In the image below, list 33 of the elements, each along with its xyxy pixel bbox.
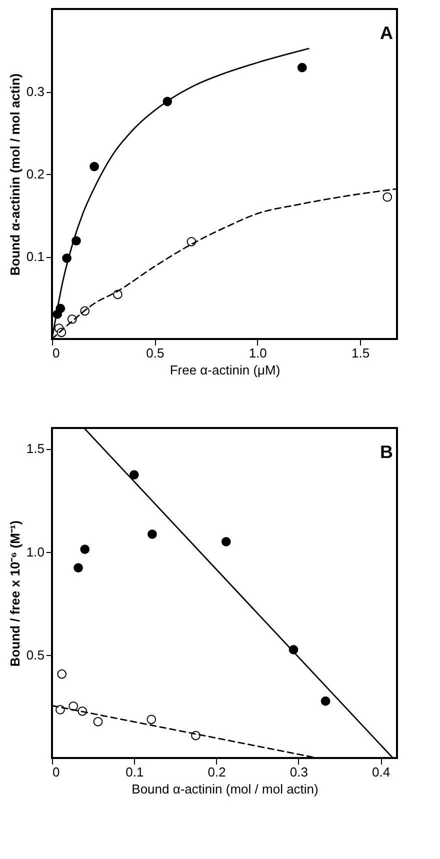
x-tick-label: 0.1 — [126, 764, 144, 780]
x-axis-title: Free α-actinin (μM) — [170, 362, 280, 378]
point — [74, 563, 83, 573]
y-tick-label: 1.5 — [26, 441, 44, 456]
point — [57, 669, 67, 679]
x-tick-label: 1.5 — [351, 346, 370, 360]
point — [146, 714, 156, 724]
point — [320, 696, 330, 706]
x-tick-label: 1.0 — [248, 346, 267, 360]
point — [80, 544, 90, 554]
point — [297, 62, 307, 72]
x-tick-label: 0 — [52, 346, 60, 360]
x-tick-label: 0.4 — [372, 764, 390, 780]
point — [90, 162, 99, 172]
point — [382, 192, 392, 202]
y-tick-label: 0.3 — [26, 84, 44, 99]
point — [93, 717, 103, 726]
y-axis-title: Bound / free x 10⁻⁶ (M⁻¹) — [7, 520, 22, 667]
x-tick-label: 0.3 — [290, 764, 308, 780]
point — [221, 536, 231, 546]
point — [148, 530, 157, 539]
point — [129, 470, 139, 480]
x-axis-title: Bound α-actinin (mol / mol actin) — [132, 782, 318, 796]
x-tick-label: 0.5 — [146, 346, 164, 360]
y-tick-label: 0.2 — [26, 166, 44, 182]
y-axis-title: Bound α-actinin (mol / mol actin) — [7, 73, 22, 276]
y-tick-label: 1.0 — [26, 544, 44, 560]
y-tick-label: 0.5 — [26, 647, 44, 662]
annotation: B — [380, 442, 393, 462]
x-tick-label: 0.2 — [208, 764, 226, 780]
y-tick-label: 0.1 — [26, 249, 44, 264]
annotation: A — [380, 23, 393, 43]
x-tick-label: 0 — [52, 764, 60, 780]
